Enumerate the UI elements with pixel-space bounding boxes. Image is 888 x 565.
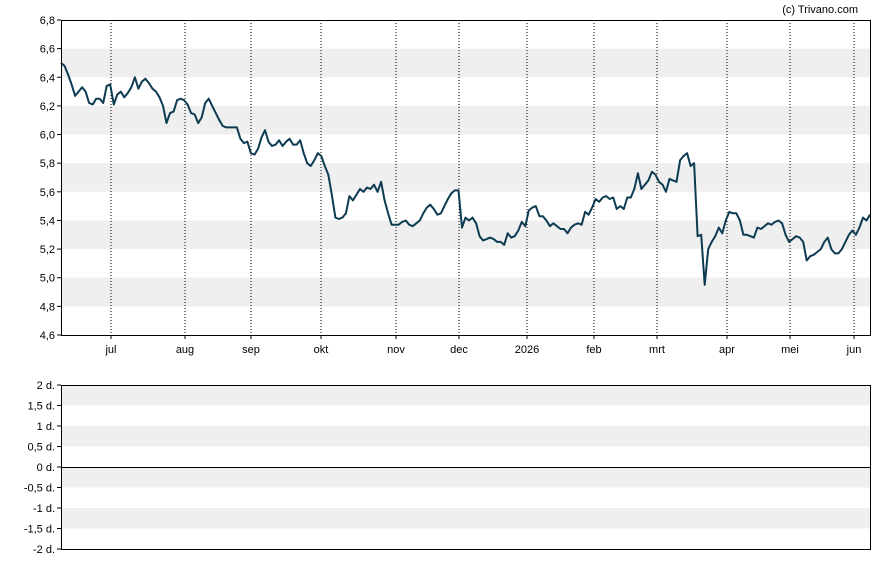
y-tick-label: 6,2	[40, 101, 55, 113]
bottom-y-tick-label: -1,5 d.	[24, 524, 55, 536]
x-tick-label: 2026	[515, 344, 539, 356]
bottom-y-tick-label: 0,5 d.	[27, 442, 55, 454]
x-tick-label: mei	[781, 344, 799, 356]
x-tick-label: dec	[450, 344, 468, 356]
y-tick-label: 4,6	[40, 330, 55, 342]
bottom-y-tick-label: 1,5 d.	[27, 401, 55, 413]
bottom-chart-band	[61, 385, 870, 406]
x-tick-label: nov	[387, 344, 405, 356]
bottom-chart-frame	[61, 385, 871, 550]
x-tick-label: jun	[846, 344, 862, 356]
x-tick-label: apr	[719, 344, 735, 356]
bottom-y-tick-label: -2 d.	[33, 544, 55, 556]
x-tick-label: okt	[314, 344, 329, 356]
y-tick-label: 5,4	[40, 215, 55, 227]
top-chart-band	[61, 105, 870, 135]
top-chart-band	[61, 163, 870, 192]
y-tick-label: 4,8	[40, 301, 55, 313]
y-tick-label: 5,8	[40, 158, 55, 170]
top-chart-frame	[61, 20, 871, 336]
y-tick-label: 6,4	[40, 72, 55, 84]
bottom-chart-y-axis: 2 d. 1,5 d. 1 d. 0,5 d. 0 d. -0,5 d. -1 d. -1,5…	[24, 380, 61, 556]
x-tick-label: mrt	[649, 344, 665, 356]
y-tick-label: 5,2	[40, 244, 55, 256]
bottom-chart-band	[61, 426, 870, 447]
bottom-y-tick-label: 2 d.	[37, 380, 55, 392]
bottom-y-tick-label: 1 d.	[37, 421, 55, 433]
bottom-chart-band	[61, 508, 870, 529]
top-chart-band	[61, 277, 870, 307]
x-tick-label: sep	[242, 344, 260, 356]
bottom-chart-bands	[61, 385, 870, 529]
bottom-y-tick-label: -1 d.	[33, 503, 55, 515]
y-tick-label: 5,6	[40, 187, 55, 199]
bottom-y-tick-label: -0,5 d.	[24, 483, 55, 495]
y-tick-label: 6,8	[40, 15, 55, 27]
top-chart-bands	[61, 48, 870, 307]
price-series-line	[60, 62, 871, 286]
bottom-chart-band	[61, 467, 870, 488]
top-chart-x-axis: jul aug sep okt nov dec 2026 feb mrt apr mei jun	[104, 335, 861, 356]
x-tick-label: aug	[176, 344, 194, 356]
bottom-y-tick-label: 0 d.	[37, 462, 55, 474]
y-tick-label: 6,0	[40, 130, 55, 142]
y-tick-label: 5,0	[40, 273, 55, 285]
x-tick-label: feb	[586, 344, 601, 356]
top-chart-band	[61, 220, 870, 250]
top-chart-band	[61, 48, 870, 78]
x-tick-label: jul	[104, 344, 116, 356]
top-chart-y-axis: 4,6 4,8 5,0 5,2 5,4 5,6 5,8 6,0 6,2 6,4 6,6 6,8	[40, 15, 61, 342]
y-tick-label: 6,6	[40, 44, 55, 56]
watermark-text: (c) Trivano.com	[782, 4, 858, 16]
